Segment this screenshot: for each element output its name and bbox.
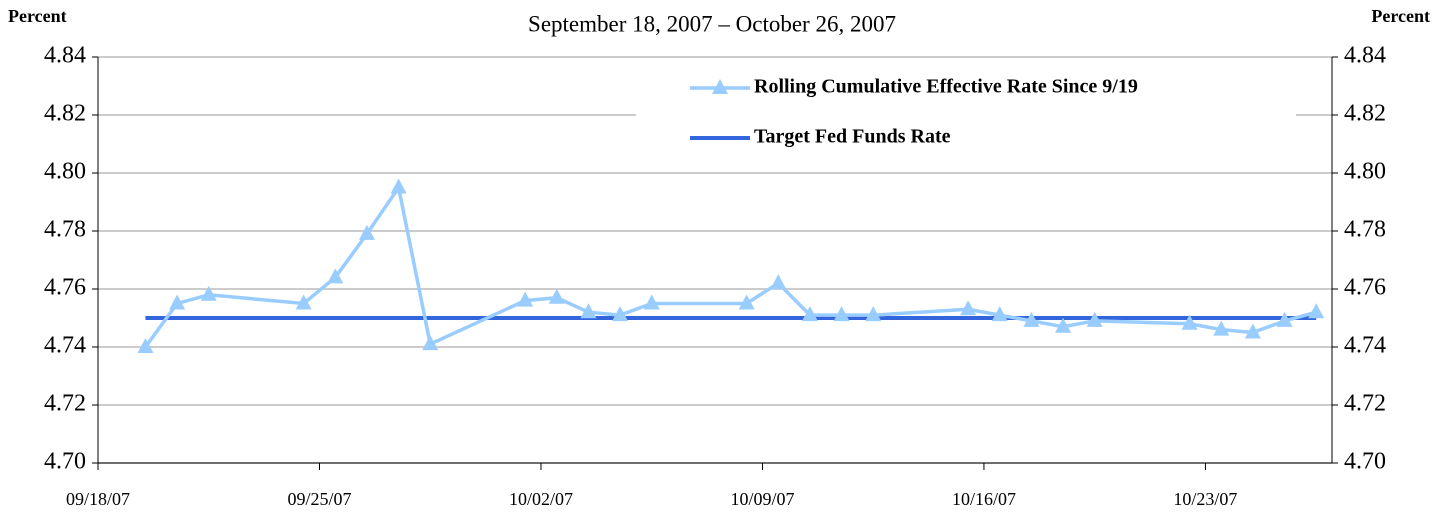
marker — [1181, 314, 1198, 330]
marker — [169, 294, 186, 310]
series-line — [144, 183, 1317, 349]
y2-tick-label: 4.76 — [1344, 275, 1386, 301]
marker — [1308, 303, 1325, 319]
marker — [612, 306, 629, 322]
marker — [1023, 311, 1040, 327]
y2-tick-label: 4.82 — [1344, 101, 1386, 127]
marker — [327, 268, 344, 284]
marker — [295, 294, 312, 310]
marker — [517, 291, 534, 307]
legend-marker — [712, 79, 728, 94]
y-tick-label: 4.80 — [44, 159, 86, 185]
marker — [833, 306, 850, 322]
y2-tick-label: 4.72 — [1344, 391, 1386, 417]
marker — [801, 306, 818, 322]
marker — [643, 294, 660, 310]
y2-tick-label: 4.78 — [1344, 217, 1386, 243]
x-tick-label: 10/09/07 — [730, 489, 794, 509]
x-tick-label: 10/23/07 — [1173, 489, 1237, 509]
y-axis-label: Percent — [8, 6, 67, 26]
x-tick-label: 10/16/07 — [952, 489, 1016, 509]
legend-label: Rolling Cumulative Effective Rate Since … — [754, 76, 1138, 98]
marker — [390, 178, 407, 194]
marker — [580, 303, 597, 319]
marker — [422, 335, 439, 351]
y-tick-label: 4.76 — [44, 275, 86, 301]
marker — [865, 306, 882, 322]
legend-label: Target Fed Funds Rate — [754, 126, 951, 148]
chart-subtitle: September 18, 2007 – October 26, 2007 — [528, 11, 896, 36]
y-tick-label: 4.72 — [44, 391, 86, 417]
marker — [1055, 317, 1072, 333]
y-tick-label: 4.70 — [44, 449, 86, 475]
marker — [960, 300, 977, 316]
marker — [200, 285, 217, 301]
x-tick-label: 09/25/07 — [287, 489, 351, 509]
marker — [1086, 311, 1103, 327]
marker — [1276, 311, 1293, 327]
y-tick-label: 4.84 — [44, 43, 86, 69]
y2-axis-label: Percent — [1371, 6, 1430, 26]
marker — [738, 294, 755, 310]
y-tick-label: 4.82 — [44, 101, 86, 127]
y2-tick-label: 4.70 — [1344, 449, 1386, 475]
marker — [548, 288, 565, 304]
y2-tick-label: 4.74 — [1344, 333, 1386, 359]
x-tick-label: 09/18/07 — [66, 489, 130, 509]
y-tick-label: 4.78 — [44, 217, 86, 243]
marker — [137, 338, 154, 353]
x-tick-label: 10/02/07 — [509, 489, 573, 509]
marker — [1213, 320, 1230, 336]
legend-box — [636, 68, 1296, 158]
marker — [358, 224, 375, 240]
marker — [991, 306, 1008, 322]
y-tick-label: 4.74 — [44, 333, 86, 359]
y2-tick-label: 4.80 — [1344, 159, 1386, 185]
y2-tick-label: 4.84 — [1344, 43, 1386, 69]
marker — [1244, 323, 1261, 339]
marker — [770, 274, 787, 290]
